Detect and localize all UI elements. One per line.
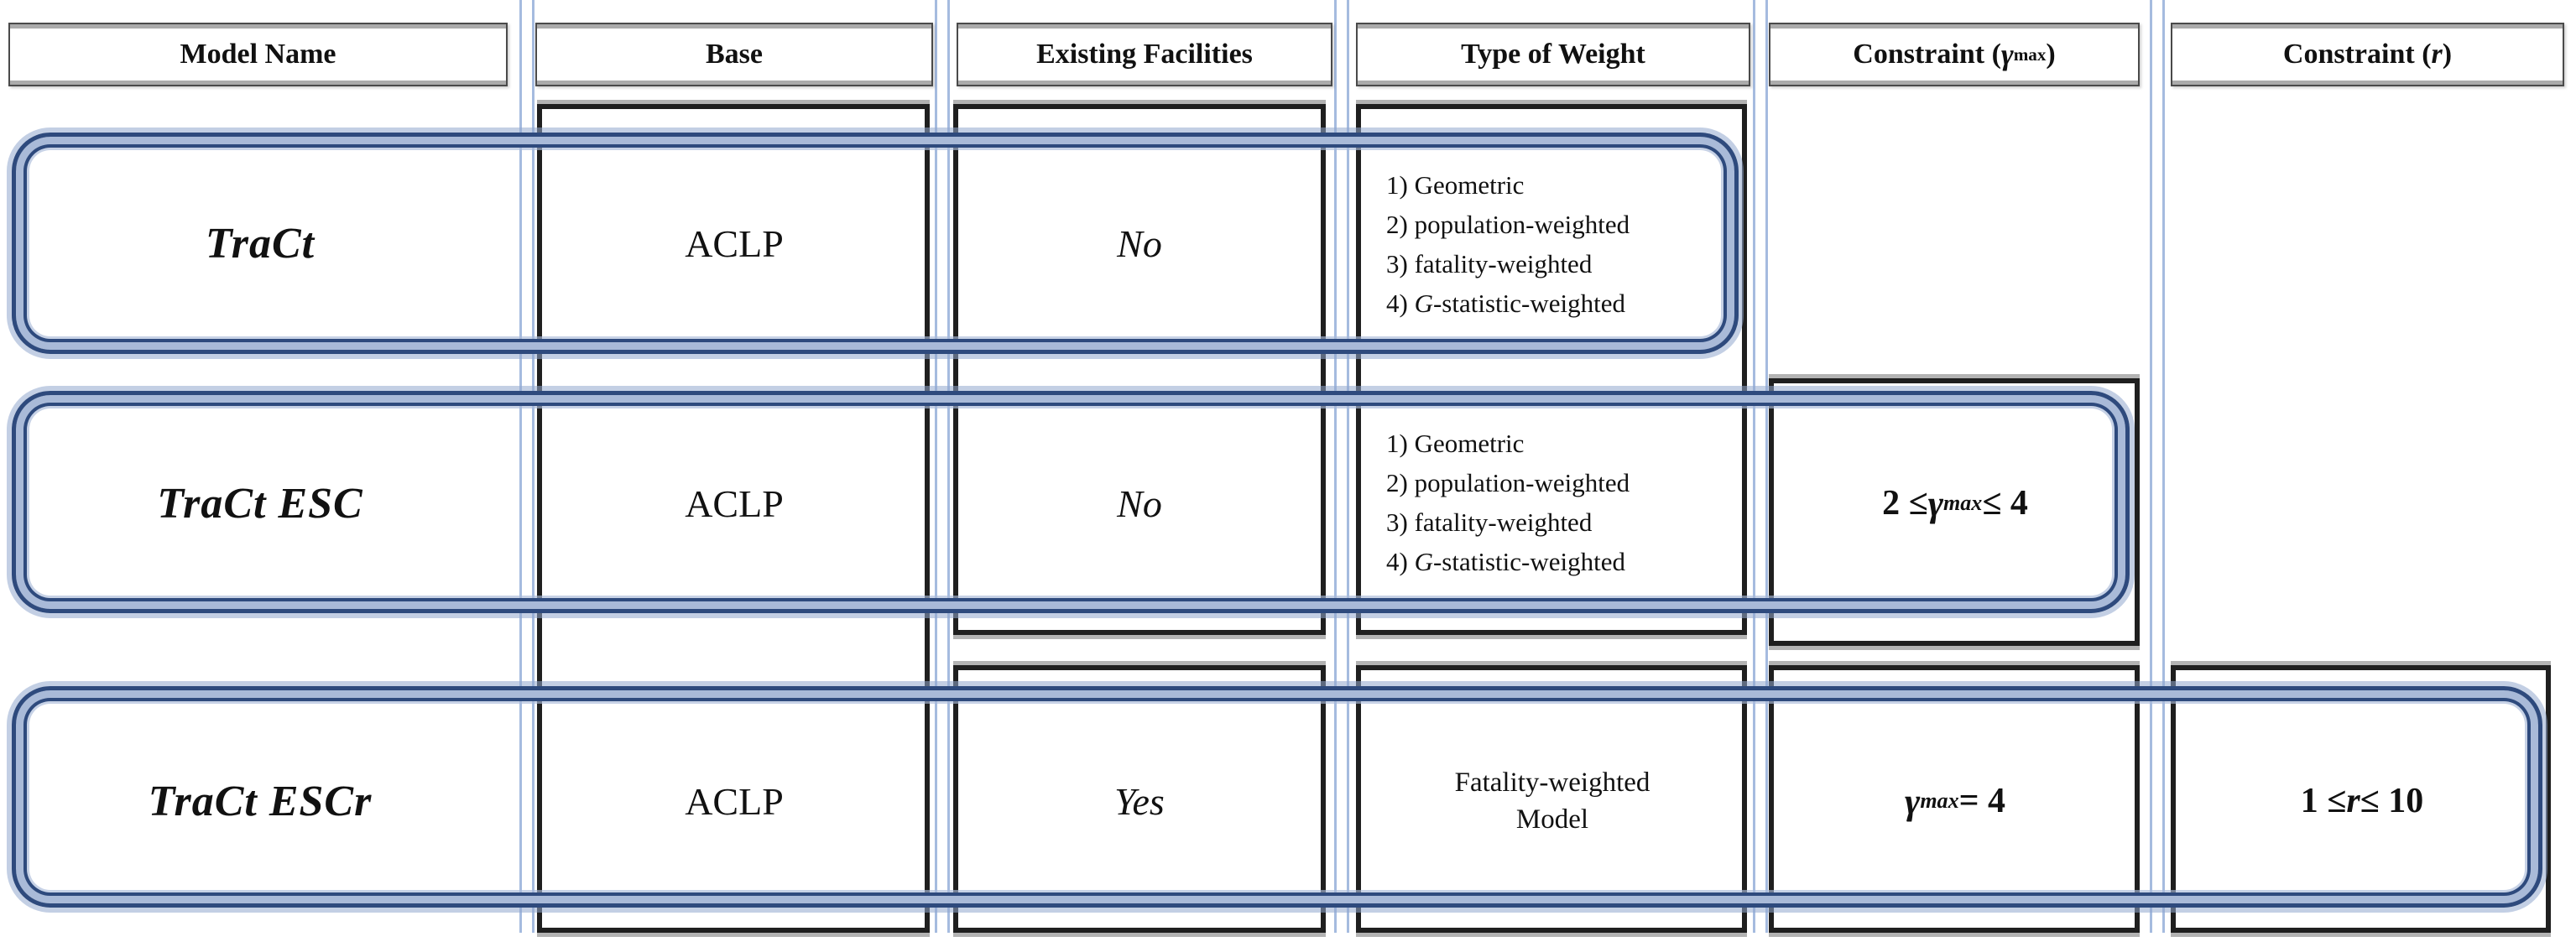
row2-existing-facilities: No — [1117, 481, 1162, 525]
row3-constraint-gamma-max: γ max = 4 — [1904, 780, 2006, 822]
header-type-of-weight: Type of Weight — [1356, 23, 1750, 86]
header-existing-facilities: Existing Facilities — [957, 23, 1332, 86]
base-column-box — [537, 104, 930, 933]
row1-base: ACLP — [685, 221, 784, 265]
weight-option: 4) G-statistic-weighted — [1386, 547, 1625, 576]
column-guide-line — [2150, 0, 2165, 933]
row1-model-name: TraCt — [205, 219, 315, 268]
weight-option: 2) population-weighted — [1386, 210, 1630, 239]
existing-facilities-box-rows1-2 — [953, 104, 1326, 635]
row1-existing-facilities: No — [1117, 221, 1162, 265]
row3-type-of-weight: Fatality-weighted Model — [1454, 767, 1650, 835]
constraint-gamma-box-row2 — [1769, 378, 2140, 646]
column-guide-line — [1334, 0, 1349, 933]
weight-option: 1) Geometric — [1386, 170, 1525, 200]
row1-type-of-weight-list: 1) Geometric 2) population-weighted 3) f… — [1386, 144, 1739, 344]
row3-base: ACLP — [685, 779, 784, 823]
column-guide-line — [519, 0, 534, 933]
header-model-name: Model Name — [8, 23, 508, 86]
row2-constraint-gamma-max: 2 ≤ γ max ≤ 4 — [1882, 482, 2028, 524]
row3-constraint-r: 1 ≤ r ≤ 10 — [2300, 782, 2424, 820]
weight-option: 4) G-statistic-weighted — [1386, 289, 1625, 318]
row3-highlight — [12, 686, 2542, 908]
header-constraint-gamma-max: Constraint (γ max) — [1769, 23, 2140, 86]
weight-option: 1) Geometric — [1386, 429, 1525, 458]
row1-highlight — [12, 133, 1739, 354]
column-guide-line — [1753, 0, 1768, 933]
existing-facilities-box-row3 — [953, 665, 1326, 933]
weight-option: 2) population-weighted — [1386, 468, 1630, 497]
weight-option: 3) fatality-weighted — [1386, 507, 1593, 537]
row2-highlight — [12, 391, 2130, 613]
type-of-weight-box-row3 — [1356, 665, 1747, 933]
row2-base: ACLP — [685, 481, 784, 525]
row2-model-name: TraCt ESC — [157, 479, 363, 528]
weight-option: 3) fatality-weighted — [1386, 249, 1593, 278]
constraint-gamma-box-row3 — [1769, 665, 2140, 933]
row2-type-of-weight-list: 1) Geometric 2) population-weighted 3) f… — [1386, 403, 1739, 602]
row3-model-name: TraCt ESCr — [148, 777, 373, 825]
column-guide-line — [935, 0, 950, 933]
header-constraint-r: Constraint (r) — [2171, 23, 2564, 86]
row3-existing-facilities: Yes — [1114, 779, 1165, 823]
type-of-weight-box-rows1-2 — [1356, 104, 1747, 635]
header-base: Base — [535, 23, 933, 86]
constraint-r-box-row3 — [2171, 665, 2551, 933]
